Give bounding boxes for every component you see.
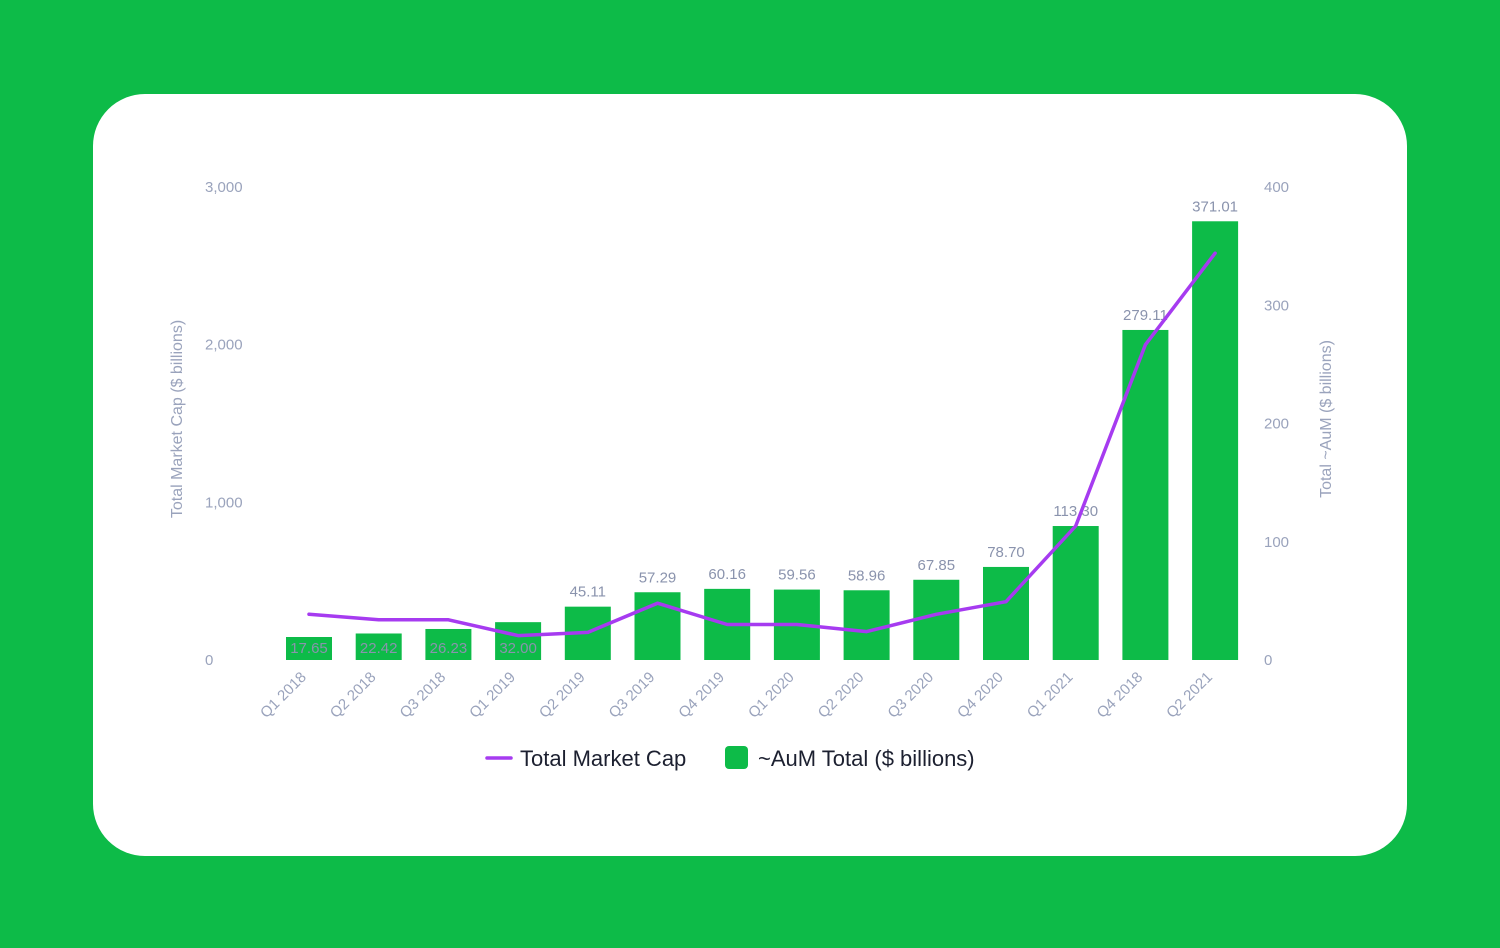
line-point <box>1213 251 1217 255</box>
left-tick-label: 3,000 <box>205 179 243 196</box>
x-tick-label: Q1 2018 <box>257 669 310 722</box>
line-point <box>656 601 659 605</box>
chart-card <box>93 94 1407 856</box>
right-tick-label: 200 <box>1264 416 1289 433</box>
bar-value-label: 78.70 <box>987 544 1025 561</box>
line-point <box>1004 600 1008 604</box>
x-tick-label: Q2 2021 <box>1163 669 1216 722</box>
left-tick-label: 1,000 <box>205 494 243 511</box>
x-axis: Q1 2018 Q2 2018 Q3 2018 Q1 2019 Q2 2019 Q3 20… <box>257 669 1216 722</box>
right-tick-label: 100 <box>1264 534 1289 551</box>
right-tick-label: 0 <box>1264 652 1272 669</box>
bar-value-label: 67.85 <box>918 557 956 574</box>
bar-value-label: 113.30 <box>1053 503 1098 520</box>
bar-value-label: 57.29 <box>639 569 677 586</box>
bar <box>355 633 402 660</box>
right-axis-title: Total ~AuM ($ billions) <box>1318 340 1335 498</box>
line-point <box>516 634 520 638</box>
bar-value-label: 60.16 <box>708 566 746 583</box>
legend-label-aum: ~AuM Total ($ billions) <box>758 746 975 771</box>
x-tick-label: Q4 2018 <box>1094 669 1147 722</box>
x-tick-label: Q3 2018 <box>397 669 450 722</box>
line-point <box>795 623 799 627</box>
left-tick-label: 0 <box>205 652 213 669</box>
x-tick-label: Q1 2021 <box>1024 669 1077 722</box>
right-axis: 0 100 200 300 400 <box>1264 179 1289 669</box>
x-tick-label: Q4 2019 <box>675 669 728 722</box>
bar <box>1192 221 1239 660</box>
right-tick-label: 400 <box>1264 179 1289 196</box>
bar-value-label: 59.56 <box>778 567 816 584</box>
bar <box>1122 329 1169 660</box>
line-point <box>377 618 381 622</box>
line-point <box>1143 343 1147 347</box>
x-tick-label: Q2 2018 <box>327 669 380 722</box>
bar-value-label: 58.96 <box>848 567 886 584</box>
bar-value-label: 371.01 <box>1192 198 1238 215</box>
line-point <box>446 618 450 622</box>
left-axis: 0 1,000 2,000 3,000 <box>205 179 243 669</box>
bar-value-label: 22.42 <box>360 640 398 657</box>
x-tick-label: Q3 2020 <box>884 669 937 722</box>
bar <box>1052 526 1099 660</box>
line-point <box>865 630 869 634</box>
right-tick-label: 300 <box>1264 297 1289 314</box>
x-tick-label: Q2 2020 <box>815 669 868 722</box>
line-point <box>1074 524 1078 528</box>
x-tick-label: Q3 2019 <box>606 669 659 722</box>
x-tick-label: Q1 2020 <box>745 669 798 722</box>
bar-value-label: 26.23 <box>430 640 468 657</box>
bar-value-labels: 17.65 22.42 26.23 32.00 45.11 57.29 60.16 59.56… <box>290 198 1238 657</box>
bar-value-label: 45.11 <box>570 584 606 601</box>
market-cap-line <box>307 251 1217 638</box>
line-point <box>934 612 938 616</box>
bar <box>495 622 542 660</box>
x-tick-label: Q4 2020 <box>954 669 1007 722</box>
x-tick-label: Q1 2019 <box>466 669 519 722</box>
legend-label-market-cap: Total Market Cap <box>520 746 686 771</box>
bar-series <box>286 221 1239 660</box>
line-point <box>725 623 729 627</box>
legend: Total Market Cap ~AuM Total ($ billions) <box>485 746 975 771</box>
bar <box>425 628 472 660</box>
bar-value-label: 32.00 <box>499 640 537 657</box>
bar <box>843 590 890 660</box>
left-tick-label: 2,000 <box>205 337 243 354</box>
legend-bar-swatch <box>725 746 748 769</box>
line-point <box>586 630 590 634</box>
line-point <box>307 612 311 616</box>
line-series <box>307 251 1217 638</box>
bar <box>983 566 1029 660</box>
x-tick-label: Q2 2019 <box>536 669 589 722</box>
left-axis-title: Total Market Cap ($ billions) <box>169 320 186 518</box>
bar <box>286 637 332 660</box>
bar-value-label: 279.11 <box>1123 307 1168 324</box>
bar-value-label: 17.65 <box>290 640 328 657</box>
